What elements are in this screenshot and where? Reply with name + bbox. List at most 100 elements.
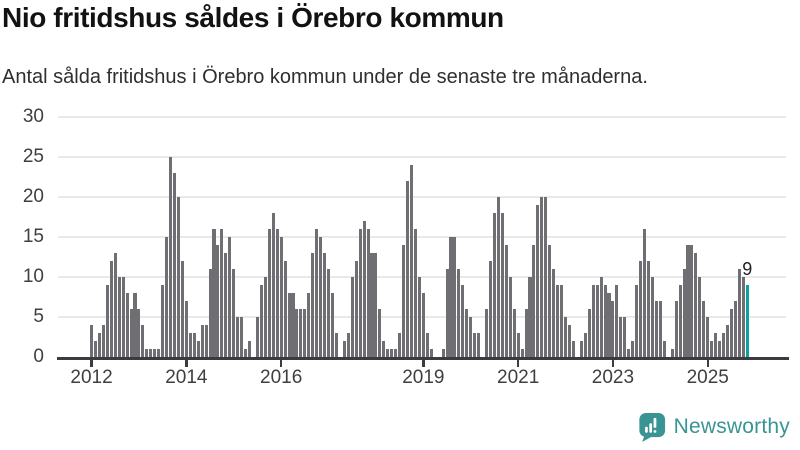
bar [733, 301, 737, 357]
bar [488, 261, 493, 357]
bar [224, 253, 228, 357]
bar [524, 309, 528, 357]
bar [93, 341, 98, 357]
bar [504, 245, 508, 357]
bar [413, 229, 417, 357]
bar [441, 349, 445, 357]
bar [682, 269, 686, 357]
bar [579, 341, 583, 357]
bar [382, 341, 386, 357]
bar [540, 197, 544, 357]
bar [725, 325, 730, 357]
bar [556, 285, 560, 357]
bar [650, 277, 654, 357]
newsworthy-logo-text: Newsworthy [673, 415, 790, 438]
bar [275, 229, 279, 357]
bar [508, 277, 512, 357]
bar [327, 269, 331, 357]
bar [548, 245, 552, 357]
bar [184, 301, 188, 357]
bar [323, 253, 327, 357]
bar [291, 293, 295, 357]
bar [342, 341, 346, 357]
bar [722, 333, 726, 357]
bar [737, 269, 741, 357]
bar [469, 317, 473, 357]
bar [623, 317, 627, 357]
bar [386, 349, 390, 357]
bar [145, 349, 149, 357]
bar [421, 293, 425, 357]
gridline [58, 236, 786, 238]
bar [615, 285, 619, 357]
y-axis-label: 20 [22, 186, 44, 207]
bar [334, 333, 338, 357]
bar [232, 269, 236, 357]
bar [176, 197, 180, 357]
bar [358, 229, 362, 357]
bar [244, 349, 248, 357]
bar [706, 317, 710, 357]
bar [512, 309, 516, 357]
bar [117, 277, 121, 357]
bar [694, 253, 698, 357]
newsworthy-logo[interactable]: Newsworthy [638, 412, 790, 442]
bar [457, 269, 461, 357]
bar [141, 325, 145, 357]
bar [583, 333, 587, 357]
bar [465, 309, 469, 357]
bar [567, 325, 572, 357]
x-axis-tick [185, 360, 188, 367]
bar [564, 317, 568, 357]
bar [196, 341, 200, 357]
bar [532, 245, 536, 357]
bar [654, 301, 658, 357]
x-axis-label: 2014 [165, 367, 208, 388]
bar [220, 229, 224, 357]
bar [587, 309, 591, 357]
bar [303, 309, 307, 357]
y-axis-label: 30 [22, 106, 44, 127]
x-axis-tick [516, 360, 520, 367]
bar [295, 309, 299, 357]
bar [627, 349, 631, 357]
bar [267, 229, 271, 357]
bar [169, 157, 173, 357]
bar [658, 301, 662, 357]
bar [492, 213, 496, 357]
x-axis-label: 2016 [260, 367, 303, 388]
x-axis-label: 2012 [70, 367, 113, 388]
newsworthy-logo-icon [638, 412, 665, 442]
bar [603, 285, 607, 357]
bar [315, 229, 319, 357]
bar [698, 277, 702, 357]
bar [678, 285, 682, 357]
x-axis-line [57, 357, 789, 360]
bar [311, 253, 315, 357]
bar [283, 261, 287, 357]
bar [165, 237, 169, 357]
bar [445, 269, 449, 357]
x-axis-tick [279, 360, 283, 367]
x-axis-label: 2025 [686, 367, 729, 388]
x-axis-label: 2019 [402, 367, 445, 388]
bar [619, 317, 623, 357]
bar [109, 261, 113, 357]
highlight-value-label: 9 [742, 259, 753, 279]
bar [528, 277, 532, 357]
bar [741, 277, 745, 357]
bar [354, 261, 358, 357]
y-axis-label: 5 [33, 306, 44, 327]
bar [97, 333, 101, 357]
bar [259, 285, 263, 357]
bar [240, 317, 244, 357]
bar [643, 229, 647, 357]
bar [188, 333, 192, 357]
y-axis-label: 15 [22, 226, 44, 247]
bar [461, 285, 465, 357]
bar [129, 309, 133, 357]
bar [674, 301, 678, 357]
bar [287, 293, 291, 357]
bar [646, 261, 651, 357]
